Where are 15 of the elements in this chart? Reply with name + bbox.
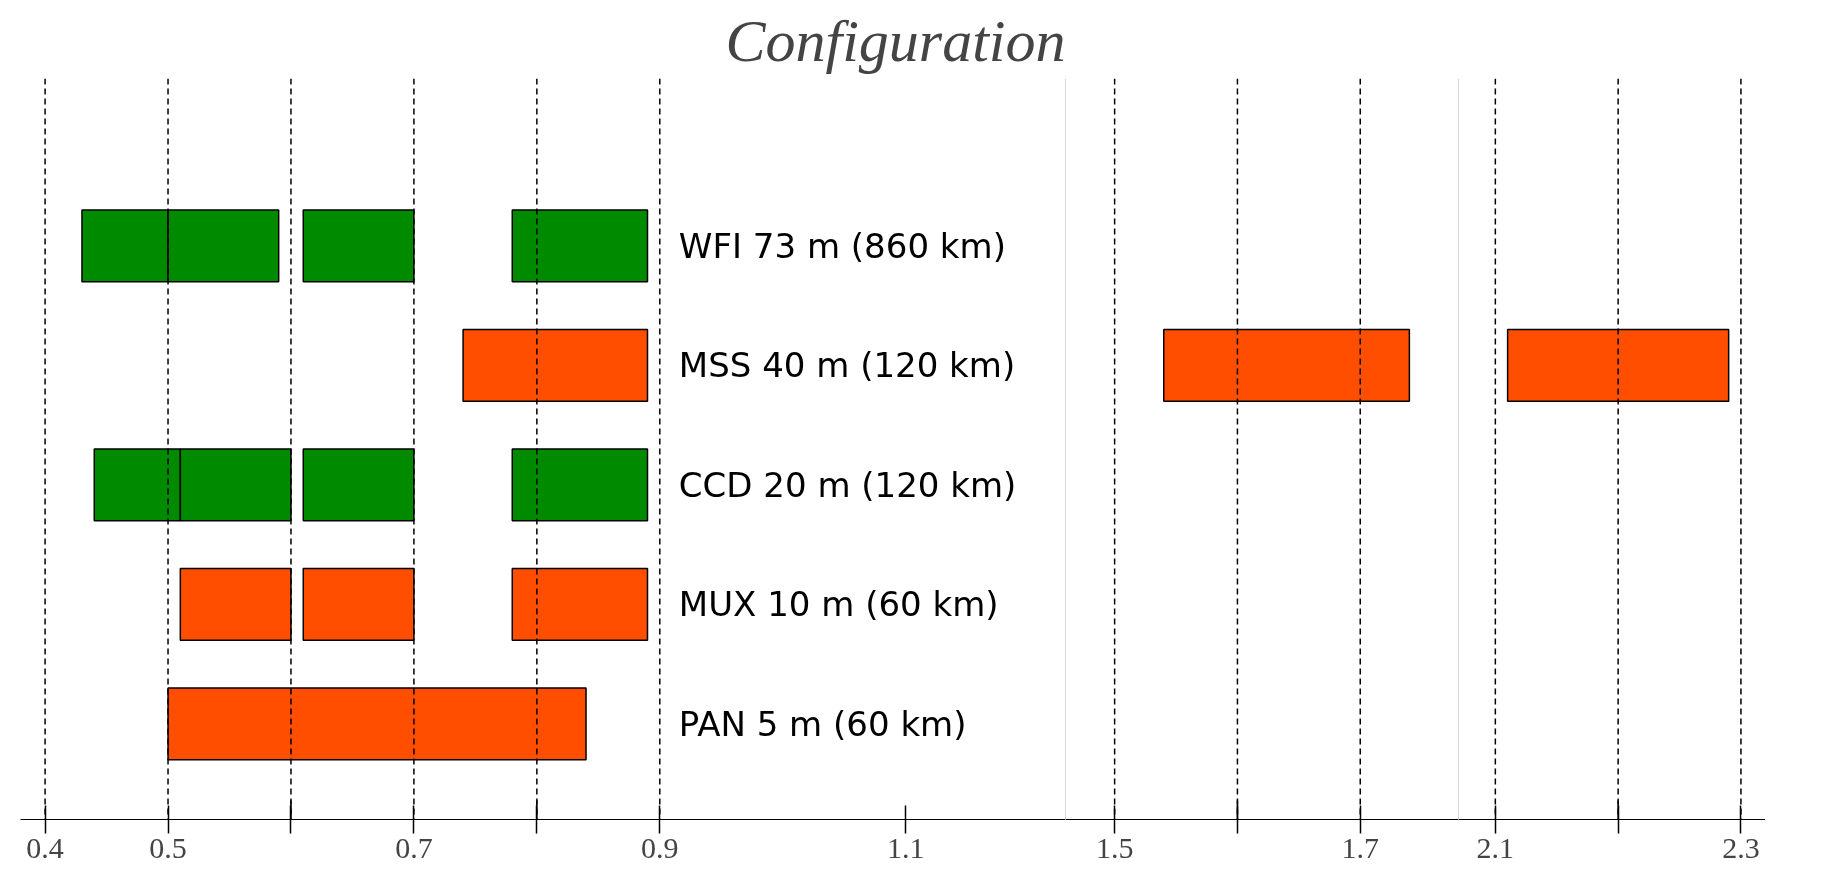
x-tick-label: 0.5 [149, 830, 187, 864]
x-tick-label: 0.4 [26, 830, 64, 864]
x-tick-label: 2.3 [1722, 830, 1760, 864]
chart-title: Configuration [725, 7, 1066, 74]
category-label: WFI 73 m (860 km) [678, 225, 1006, 266]
category-label: CCD 20 m (120 km) [678, 464, 1017, 505]
x-tick-label: 0.7 [395, 830, 433, 864]
x-tick-label: 1.1 [886, 830, 925, 864]
category-label: MSS 40 m (120 km) [678, 345, 1016, 386]
x-tick-label: 1.7 [1341, 830, 1379, 864]
x-tick-label: 2.1 [1476, 830, 1515, 864]
category-label: PAN 5 m (60 km) [678, 703, 967, 744]
x-tick-label: 0.9 [641, 830, 679, 864]
x-tick-label: 1.5 [1095, 830, 1134, 864]
category-label: MUX 10 m (60 km) [678, 584, 999, 625]
